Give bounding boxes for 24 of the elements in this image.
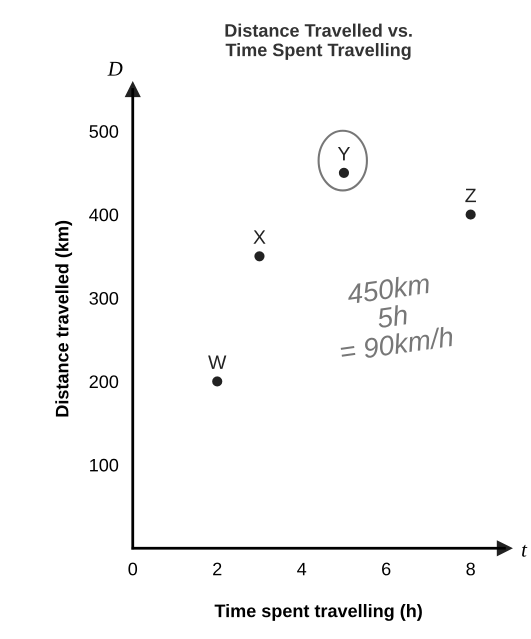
- annotation: Z: [465, 188, 476, 202]
- y-axis-title: Distance travelled (km): [55, 220, 72, 416]
- x-tick-label: 8: [466, 562, 475, 576]
- point: [338, 168, 350, 178]
- y-tick-label: 100: [90, 458, 118, 472]
- point: [254, 251, 265, 262]
- annotation: W: [208, 356, 226, 369]
- annotation: t: [522, 544, 528, 557]
- point: [466, 210, 476, 220]
- chart-title: Distance Travelled vs. Time Spent Travelling: [225, 24, 412, 60]
- y-tick-label: 300: [89, 292, 118, 305]
- annotation: 450km 5h = 90km/h: [340, 272, 454, 362]
- annotation: D: [108, 62, 122, 76]
- x-axis-title: Time spent travelling (h): [214, 604, 422, 621]
- x-tick-label: 6: [382, 562, 390, 576]
- point: [212, 376, 222, 387]
- y-tick-label: 200: [90, 375, 118, 388]
- x-tick-label: 0: [128, 562, 138, 576]
- annotation: Y: [338, 147, 350, 160]
- y-tick-label: 400: [89, 208, 118, 222]
- y-tick-label: 500: [89, 125, 118, 138]
- x-tick-label: 4: [297, 562, 306, 576]
- x-tick-label: 2: [213, 562, 222, 576]
- annotation: X: [253, 230, 266, 244]
